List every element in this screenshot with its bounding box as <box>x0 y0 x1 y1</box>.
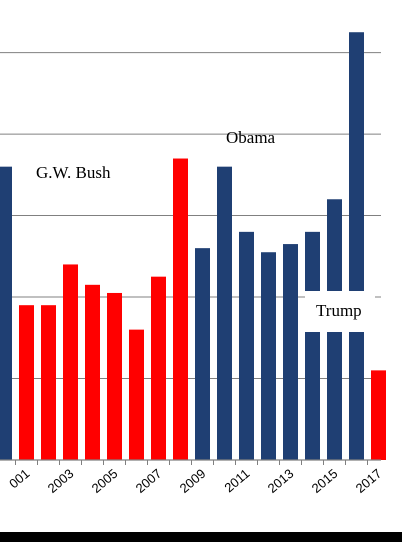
bar-2001 <box>19 305 34 460</box>
x-tick-label-2011: 2011 <box>221 466 252 495</box>
bar-2011 <box>239 231 254 460</box>
bar-2000 <box>0 166 12 460</box>
x-tick-label-2015: 2015 <box>309 466 341 496</box>
x-tick-label-001: 001 <box>6 466 32 491</box>
x-tick-labels: 001 2003 2005 2007 2009 2011 2013 2015 2017 <box>6 466 384 496</box>
annotation-trump: Trump <box>316 301 362 320</box>
annotation-trump-box <box>305 291 375 332</box>
x-tick-label-2009: 2009 <box>177 466 209 496</box>
x-tick-label-2005: 2005 <box>89 466 121 496</box>
bar-2009 <box>195 248 210 460</box>
bar-2013 <box>283 244 298 460</box>
bar-2016 <box>349 32 364 460</box>
bars <box>0 32 386 460</box>
annotations: G.W. Bush Obama Trump <box>36 128 375 332</box>
bar-2014 <box>305 231 320 460</box>
x-axis <box>0 459 381 465</box>
bar-2006 <box>129 329 144 460</box>
bar-2012 <box>261 252 276 460</box>
annotation-obama: Obama <box>226 128 276 147</box>
bar-2002 <box>41 305 56 460</box>
annotation-bush: G.W. Bush <box>36 163 111 182</box>
bar-2008 <box>173 158 188 460</box>
bottom-border <box>0 532 402 542</box>
bar-2004 <box>85 284 100 460</box>
x-tick-label-2017: 2017 <box>353 466 385 496</box>
x-tick-label-2007: 2007 <box>133 466 165 496</box>
bar-2005 <box>107 292 122 460</box>
x-tick-label-2003: 2003 <box>45 466 77 496</box>
x-tick-label-2013: 2013 <box>265 466 297 496</box>
bar-2010 <box>217 166 232 460</box>
bar-2003 <box>63 264 78 460</box>
bar-2017 <box>371 370 386 460</box>
bar-2007 <box>151 276 166 460</box>
